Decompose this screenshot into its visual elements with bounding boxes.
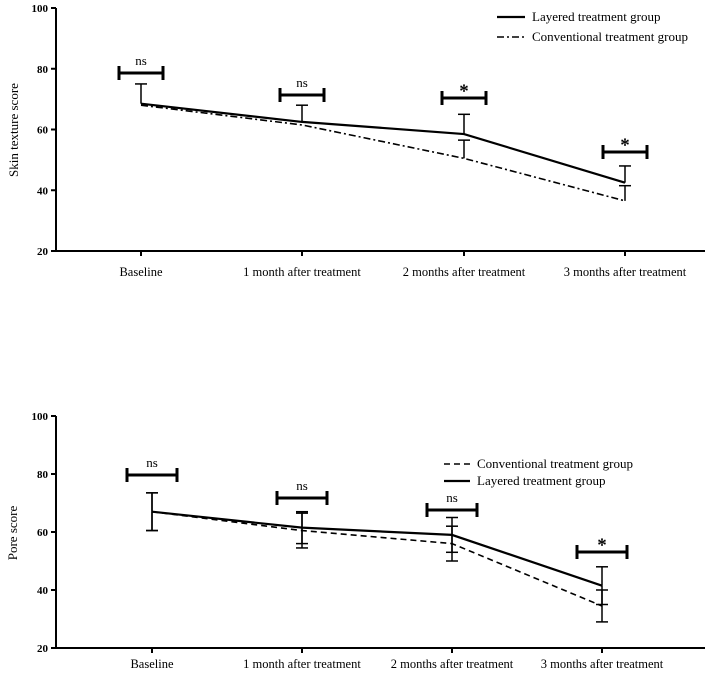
significance-label: ns bbox=[135, 53, 147, 68]
pore-score-chart: 20 40 60 80 100 Baseline 1 month after treatme… bbox=[5, 411, 705, 671]
y-axis-label: Pore score bbox=[5, 506, 20, 561]
y-tick-label: 40 bbox=[37, 585, 49, 597]
y-tick-label: 100 bbox=[32, 411, 49, 423]
skin-texture-chart: 20 40 60 80 100 Baseline 1 month after treatme… bbox=[6, 3, 705, 279]
y-tick-label: 20 bbox=[37, 246, 49, 258]
x-tick-label: Baseline bbox=[119, 265, 162, 279]
significance-label: ns bbox=[146, 455, 158, 470]
series-line bbox=[140, 102, 626, 184]
x-tick-label: 2 months after treatment bbox=[403, 265, 526, 279]
significance-label: ns bbox=[296, 478, 308, 493]
significance-label: ns bbox=[446, 490, 458, 505]
y-tick-label: 20 bbox=[37, 643, 49, 655]
y-tick-label: 60 bbox=[37, 527, 49, 539]
legend-label: Conventional treatment group bbox=[477, 456, 633, 471]
x-tick-label: 3 months after treatment bbox=[564, 265, 687, 279]
y-tick-label: 40 bbox=[37, 185, 49, 197]
x-tick-label: 1 month after treatment bbox=[243, 657, 361, 671]
y-tick-label: 60 bbox=[37, 125, 49, 137]
series-line bbox=[140, 104, 626, 202]
significance-label: * bbox=[459, 81, 469, 102]
y-axis-label: Skin texture score bbox=[6, 83, 21, 177]
significance-label: ns bbox=[296, 75, 308, 90]
legend-label: Layered treatment group bbox=[477, 473, 606, 488]
series-line bbox=[151, 510, 603, 607]
significance-label: * bbox=[597, 535, 607, 556]
x-tick-label: 2 months after treatment bbox=[391, 657, 514, 671]
x-tick-label: 1 month after treatment bbox=[243, 265, 361, 279]
y-tick-label: 80 bbox=[37, 469, 49, 481]
significance-label: * bbox=[620, 135, 630, 156]
y-tick-label: 80 bbox=[37, 64, 49, 76]
x-tick-label: Baseline bbox=[130, 657, 173, 671]
legend-label: Layered treatment group bbox=[532, 9, 661, 24]
y-tick-label: 100 bbox=[32, 3, 49, 15]
series-line bbox=[151, 510, 603, 587]
x-tick-label: 3 months after treatment bbox=[541, 657, 664, 671]
legend-label: Conventional treatment group bbox=[532, 29, 688, 44]
